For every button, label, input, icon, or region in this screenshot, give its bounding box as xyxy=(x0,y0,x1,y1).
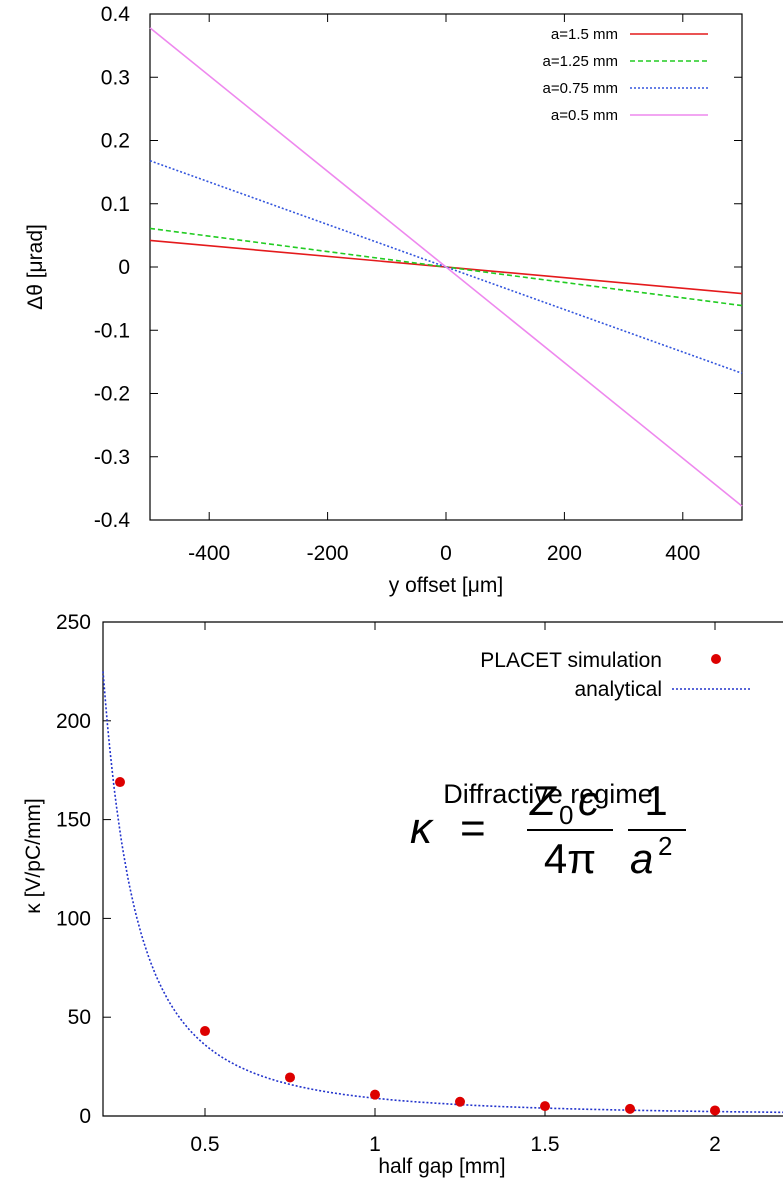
y-tick-labels: 0.4 0.3 0.2 0.1 0 -0.1 -0.2 -0.3 -0.4 xyxy=(94,3,131,532)
axes-frame xyxy=(102,621,783,1117)
y-tick-label: -0.3 xyxy=(94,446,130,469)
formula: κ = Z 0 c 4π 1 a 2 xyxy=(410,777,686,882)
legend-label: a=0.5 mm xyxy=(551,107,618,124)
legend: a=1.5 mm a=1.25 mm a=0.75 mm a=0.5 mm xyxy=(543,26,708,124)
y-tick-label: -0.1 xyxy=(94,319,130,342)
y-tick-label: 0.3 xyxy=(101,66,130,89)
tick-marks xyxy=(150,13,742,521)
x-tick-label: 400 xyxy=(665,542,700,565)
data-point xyxy=(455,1096,465,1107)
line-chart: 0.4 0.3 0.2 0.1 0 -0.1 -0.2 -0.3 -0.4 -400 -200 0 2… xyxy=(24,3,743,597)
formula-den2-sup: 2 xyxy=(658,831,672,861)
y-tick-labels: 250 200 150 100 50 0 xyxy=(56,611,91,1128)
data-point xyxy=(370,1089,380,1100)
x-tick-label: 0.5 xyxy=(190,1133,219,1156)
y-axis-label: κ [V/pC/mm] xyxy=(22,798,45,914)
data-point xyxy=(115,777,125,788)
formula-den1: 4π xyxy=(544,835,596,882)
analytical-curve xyxy=(102,671,783,1114)
plot-frame xyxy=(103,622,783,732)
legend-marker xyxy=(711,654,721,664)
data-point xyxy=(540,1101,550,1112)
y-tick-label: 0 xyxy=(118,256,130,279)
series-line xyxy=(149,27,743,507)
x-axis-label: y offset [μm] xyxy=(389,574,503,597)
data-point xyxy=(285,1072,295,1083)
y-tick-label: 0.2 xyxy=(101,130,130,153)
y-tick-label: 50 xyxy=(68,1006,91,1029)
annotation-text: Diffractive regime xyxy=(443,779,653,809)
y-axis-label: Δθ [μrad] xyxy=(24,224,47,310)
series-lines xyxy=(149,27,743,507)
y-tick-label: -0.4 xyxy=(94,509,131,532)
formula-lhs: κ xyxy=(410,804,434,853)
x-tick-labels: -400 -200 0 200 400 xyxy=(188,542,700,565)
formula-num1: Z xyxy=(529,777,557,824)
legend: PLACET simulation analytical xyxy=(480,649,752,701)
legend-label: analytical xyxy=(574,678,662,701)
scatter-chart: 250 200 150 100 50 0 0.5 1 1.5 2 PLACET simulati… xyxy=(22,611,783,1178)
y-tick-label: 200 xyxy=(56,710,91,733)
formula-num1-tail: c xyxy=(578,777,599,824)
legend-label: PLACET simulation xyxy=(480,649,662,672)
formula-eq: = xyxy=(460,804,486,853)
series-data xyxy=(102,671,783,1116)
data-point xyxy=(710,1105,720,1116)
x-tick-label: 0 xyxy=(440,542,452,565)
x-axis-label: half gap [mm] xyxy=(378,1155,505,1178)
x-tick-labels: 0.5 1 1.5 2 xyxy=(190,1133,720,1156)
y-tick-label: 0.4 xyxy=(101,3,131,26)
x-tick-label: 200 xyxy=(547,542,582,565)
x-tick-label: 1 xyxy=(369,1133,381,1156)
legend-label: a=1.25 mm xyxy=(543,53,618,70)
formula-num1-sub: 0 xyxy=(559,800,573,830)
y-tick-label: 0.1 xyxy=(101,193,130,216)
legend-label: a=0.75 mm xyxy=(543,80,618,97)
axes-outline xyxy=(102,621,783,1117)
x-tick-label: 2 xyxy=(709,1133,721,1156)
y-tick-label: 0 xyxy=(79,1105,91,1128)
formula-den2: a xyxy=(630,835,653,882)
x-tick-label: -400 xyxy=(188,542,230,565)
y-tick-label: 250 xyxy=(56,611,91,634)
formula-num2: 1 xyxy=(644,777,667,824)
data-point xyxy=(200,1026,210,1037)
x-tick-label: -200 xyxy=(307,542,349,565)
data-point xyxy=(625,1103,635,1114)
series-line xyxy=(149,159,743,375)
x-tick-label: 1.5 xyxy=(530,1133,559,1156)
y-tick-label: -0.2 xyxy=(94,383,130,406)
y-tick-label: 100 xyxy=(56,907,91,930)
legend-label: a=1.5 mm xyxy=(551,26,618,43)
y-tick-label: 150 xyxy=(56,809,91,832)
